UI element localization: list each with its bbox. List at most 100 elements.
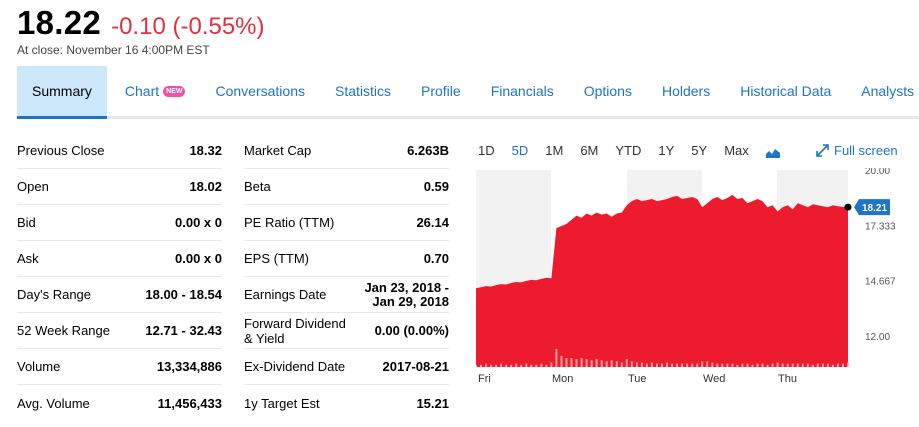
tab-label: Statistics — [334, 83, 391, 99]
volume-bar — [806, 363, 809, 367]
volume-bar — [495, 364, 498, 368]
range-button-1m[interactable]: 1M — [545, 143, 564, 158]
tab-historical-data[interactable]: Historical Data — [740, 66, 831, 116]
x-tick-label: Tue — [628, 373, 647, 385]
chart-range-selector: 1D 5D 1M 6M YTD 1Y 5Y Max — [478, 143, 780, 158]
range-button-max[interactable]: Max — [724, 143, 749, 158]
stat-row-days-range: Day's Range 18.00 - 18.54 — [17, 277, 222, 313]
volume-bar — [716, 363, 719, 367]
volume-bar — [836, 363, 839, 367]
tab-profile[interactable]: Profile — [421, 66, 461, 116]
stat-label: Earnings Date — [244, 287, 327, 302]
volume-bar — [580, 358, 583, 367]
range-button-5y[interactable]: 5Y — [691, 143, 708, 158]
tab-statistics[interactable]: Statistics — [335, 66, 391, 116]
stat-row-52-week-range: 52 Week Range 12.71 - 32.43 — [17, 313, 222, 349]
volume-bar — [676, 363, 679, 367]
new-badge: NEW — [163, 85, 186, 97]
stat-label: Previous Close — [17, 143, 105, 158]
tab-analysts[interactable]: Analysts — [861, 66, 914, 116]
quote-header: 18.22 -0.10 (-0.55%) At close: November … — [17, 4, 265, 57]
stat-value: 0.00 (0.00%) — [374, 323, 449, 338]
volume-bar — [736, 364, 739, 368]
range-button-1y[interactable]: 1Y — [658, 143, 675, 158]
range-button-5d[interactable]: 5D — [511, 143, 529, 158]
volume-bar — [721, 363, 724, 367]
fullscreen-label: Full screen — [834, 143, 898, 158]
volume-bar — [731, 363, 734, 367]
volume-bar — [500, 363, 503, 367]
stat-value: Jan 23, 2018 - Jan 29, 2018 — [364, 279, 449, 309]
y-tick-label: 17.333 — [865, 221, 896, 232]
range-button-ytd[interactable]: YTD — [615, 143, 642, 158]
volume-bar — [530, 364, 533, 368]
volume-bar — [816, 363, 819, 367]
volume-bar — [796, 363, 799, 367]
stat-row-beta: Beta 0.59 — [244, 169, 449, 205]
volume-bar — [842, 363, 844, 367]
tab-conversations[interactable]: Conversations — [215, 66, 305, 116]
volume-bar — [610, 360, 613, 368]
price-change: -0.10 (-0.55%) — [111, 13, 265, 40]
tab-chart[interactable]: Chart NEW — [125, 66, 186, 116]
x-tick-label: Fri — [478, 373, 491, 385]
volume-bar — [766, 364, 769, 368]
tab-options[interactable]: Options — [584, 66, 632, 116]
volume-bar — [686, 363, 689, 367]
range-button-6m[interactable]: 6M — [580, 143, 599, 158]
price-area-series — [476, 194, 848, 367]
stat-value: 18.32 — [189, 143, 222, 158]
tab-summary[interactable]: Summary — [17, 66, 107, 119]
stat-row-open: Open 18.02 — [17, 169, 222, 205]
volume-bar — [801, 363, 804, 367]
tab-financials[interactable]: Financials — [491, 66, 554, 116]
stat-label: 1y Target Est — [244, 395, 320, 411]
volume-bar — [656, 363, 658, 367]
stat-row-forward-dividend: Forward Dividend & Yield 0.00 (0.00%) — [244, 313, 449, 349]
volume-bar — [485, 363, 488, 367]
price-chart[interactable]: 20.00 17.333 14.667 12.00 Fri Mon Tue Wed Thu 18.… — [475, 166, 919, 395]
stat-value: 13,334,886 — [156, 359, 222, 374]
volume-bar — [691, 363, 694, 367]
stat-value: 0.70 — [423, 251, 449, 266]
volume-bar — [590, 360, 593, 368]
range-button-1d[interactable]: 1D — [478, 143, 495, 158]
volume-bar — [701, 361, 704, 367]
stat-row-avg-volume: Avg. Volume 11,456,433 — [17, 385, 222, 421]
volume-bar — [585, 359, 588, 367]
price-line: 18.22 -0.10 (-0.55%) — [17, 4, 265, 42]
volume-bar — [786, 363, 789, 367]
x-tick-label: Wed — [703, 373, 725, 385]
stat-row-ex-dividend-date: Ex-Dividend Date 2017-08-21 — [244, 349, 449, 385]
stat-label: 52 Week Range — [17, 323, 110, 338]
volume-bar — [535, 364, 538, 368]
stat-value: 26.14 — [416, 215, 449, 230]
stat-label: EPS (TTM) — [244, 251, 309, 266]
expand-arrow-icon — [816, 144, 829, 157]
volume-bar — [515, 363, 518, 367]
stat-label: Volume — [17, 359, 61, 374]
stat-row-bid: Bid 0.00 x 0 — [17, 205, 222, 241]
stat-value-line: Jan 23, 2018 - — [364, 279, 449, 295]
volume-bar — [811, 364, 814, 368]
volume-bar — [821, 363, 824, 367]
tab-label: Options — [583, 83, 632, 99]
stat-value: 18.00 - 18.54 — [145, 287, 222, 302]
volume-bar — [505, 364, 508, 368]
stat-value: 2017-08-21 — [382, 359, 450, 374]
stat-value: 15.21 — [416, 395, 449, 411]
volume-bar — [550, 362, 553, 367]
fullscreen-button[interactable]: Full screen — [816, 143, 898, 158]
stat-value: 6.263B — [407, 143, 449, 158]
volume-bar — [696, 363, 699, 367]
stat-label: Ask — [17, 251, 39, 266]
mountain-chart-icon[interactable] — [765, 146, 780, 158]
tab-holders[interactable]: Holders — [662, 66, 710, 116]
volume-bar — [726, 363, 729, 367]
volume-bar — [776, 362, 779, 367]
volume-bar — [650, 362, 653, 367]
volume-bar — [620, 362, 623, 367]
volume-bar — [480, 364, 482, 368]
volume-bar — [510, 364, 513, 368]
tab-label: Conversations — [215, 83, 305, 99]
